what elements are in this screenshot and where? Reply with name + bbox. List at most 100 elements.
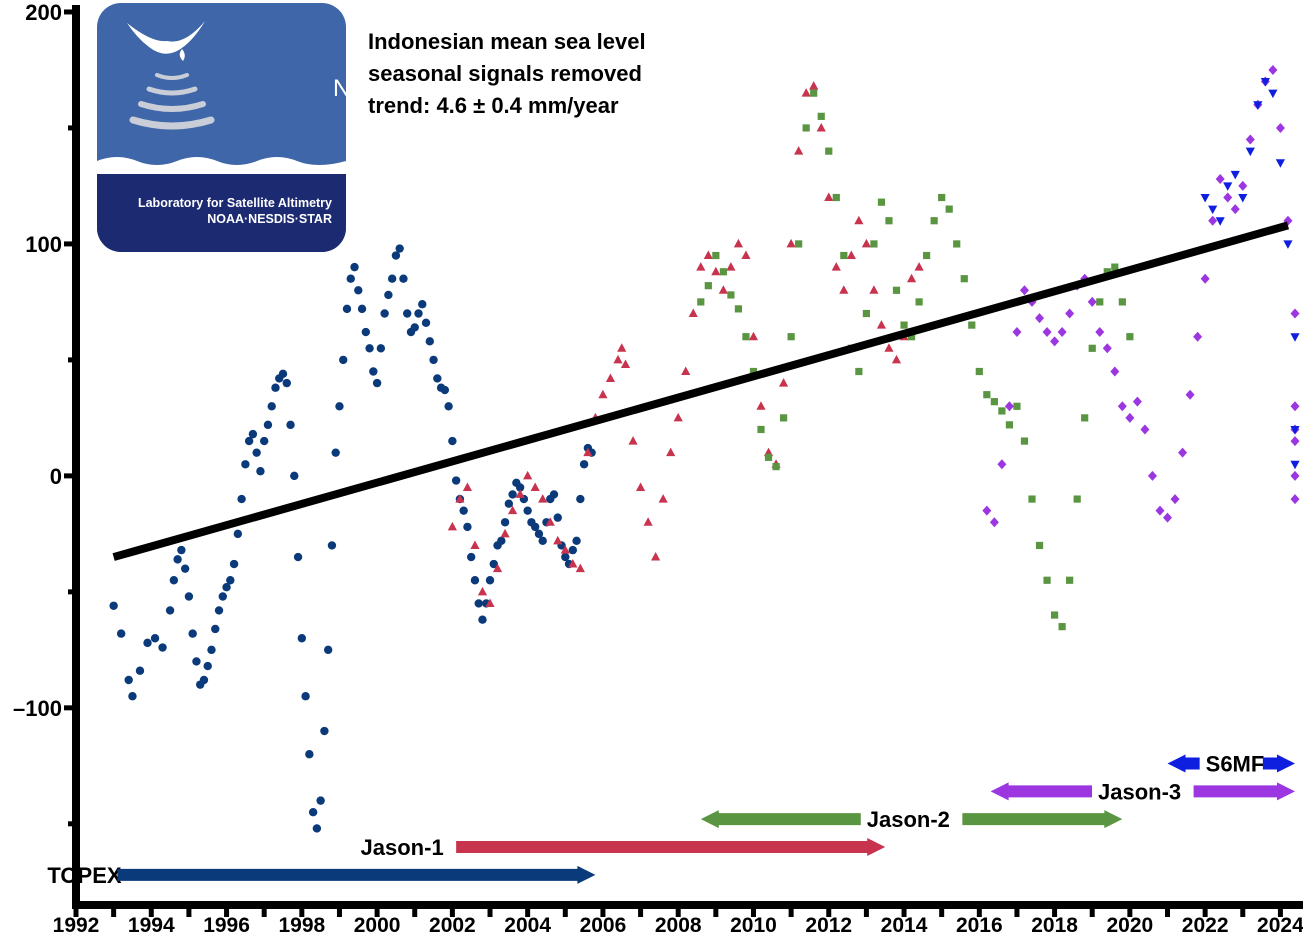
data-point (907, 333, 916, 341)
data-point (1147, 470, 1157, 481)
data-point (968, 321, 976, 329)
data-point (177, 545, 186, 555)
data-point (697, 298, 705, 306)
data-point (613, 354, 623, 364)
data-point (560, 545, 570, 554)
data-point (440, 385, 450, 395)
data-point (372, 378, 382, 388)
data-point (718, 285, 728, 294)
data-point (794, 146, 804, 155)
x-tick-label: 2024 (1257, 914, 1303, 935)
data-point (726, 262, 736, 271)
data-point (1223, 192, 1233, 203)
data-point (188, 629, 197, 638)
data-point (906, 273, 917, 283)
data-point (180, 564, 190, 573)
data-point (891, 354, 902, 364)
data-point (914, 262, 924, 271)
data-point (719, 268, 727, 276)
mission-label: TOPEX (47, 863, 122, 888)
data-point (628, 436, 638, 445)
data-point (1126, 333, 1134, 341)
mission-label: S6MF (1206, 752, 1265, 777)
data-point (1057, 327, 1067, 338)
mission-arrow (990, 782, 1093, 801)
data-point (802, 124, 810, 132)
data-point (244, 436, 254, 446)
data-point (462, 482, 473, 491)
data-point (1028, 495, 1036, 503)
data-point (263, 420, 273, 430)
annotation-line-1: Indonesian mean sea level (368, 29, 646, 54)
data-point (816, 122, 826, 132)
data-point (568, 559, 578, 568)
data-point (169, 576, 179, 585)
series-jason-1 (447, 81, 924, 607)
data-point (226, 576, 235, 585)
data-point (1050, 611, 1059, 619)
data-point (143, 638, 152, 648)
data-point (741, 250, 751, 260)
data-point (1290, 401, 1300, 412)
mission-bars: TOPEX Jason-1 Jason-2 Jason-3 S6MF (47, 752, 1295, 888)
data-point (960, 275, 968, 283)
data-point (165, 606, 175, 615)
data-point (598, 389, 608, 399)
data-point (1035, 541, 1044, 550)
data-point (1102, 343, 1112, 354)
data-point (1103, 268, 1111, 276)
mission-jason-2: Jason-2 (700, 807, 1123, 832)
data-point (1132, 396, 1142, 407)
data-point (500, 528, 510, 538)
data-point (742, 333, 750, 341)
x-tick-label: 2006 (580, 914, 627, 935)
data-point (1088, 344, 1096, 352)
data-point (1275, 159, 1286, 168)
data-point (892, 286, 901, 294)
data-point (233, 529, 243, 539)
data-point (523, 470, 533, 480)
data-point (135, 666, 145, 675)
data-point (651, 552, 661, 561)
data-point (572, 536, 581, 546)
data-point (448, 436, 457, 446)
data-point (1111, 263, 1119, 271)
noaa-bird-icon (97, 21, 346, 174)
data-point (1117, 401, 1127, 412)
data-point (1238, 180, 1248, 191)
data-point (335, 402, 344, 411)
x-tick-label: 2010 (730, 914, 777, 935)
data-point (1058, 623, 1066, 631)
mission-arrow (1193, 782, 1295, 801)
data-point (1193, 331, 1203, 342)
data-point (989, 517, 999, 528)
data-point (1275, 122, 1285, 133)
data-point (297, 634, 307, 643)
x-tick-label: 1996 (203, 914, 250, 935)
data-point (998, 407, 1006, 415)
y-tick-label: –100 (13, 696, 62, 721)
data-point (354, 286, 363, 295)
data-point (727, 291, 735, 299)
y-tick-label: 200 (25, 0, 62, 25)
data-point (779, 414, 788, 422)
data-point (282, 378, 291, 388)
data-point (320, 726, 329, 736)
data-point (538, 536, 547, 546)
data-point (1238, 194, 1248, 203)
data-point (1096, 298, 1104, 306)
data-point (764, 453, 773, 461)
data-point (384, 290, 393, 300)
data-point (1230, 204, 1240, 215)
data-point (673, 412, 683, 422)
data-point (369, 367, 378, 376)
data-point (222, 583, 231, 592)
data-point (1268, 89, 1278, 99)
data-point (1004, 401, 1014, 412)
data-point (825, 147, 833, 155)
data-point (286, 420, 295, 430)
data-point (1215, 173, 1225, 184)
data-point (293, 552, 303, 562)
data-point (748, 331, 759, 341)
series-topex (109, 244, 596, 833)
